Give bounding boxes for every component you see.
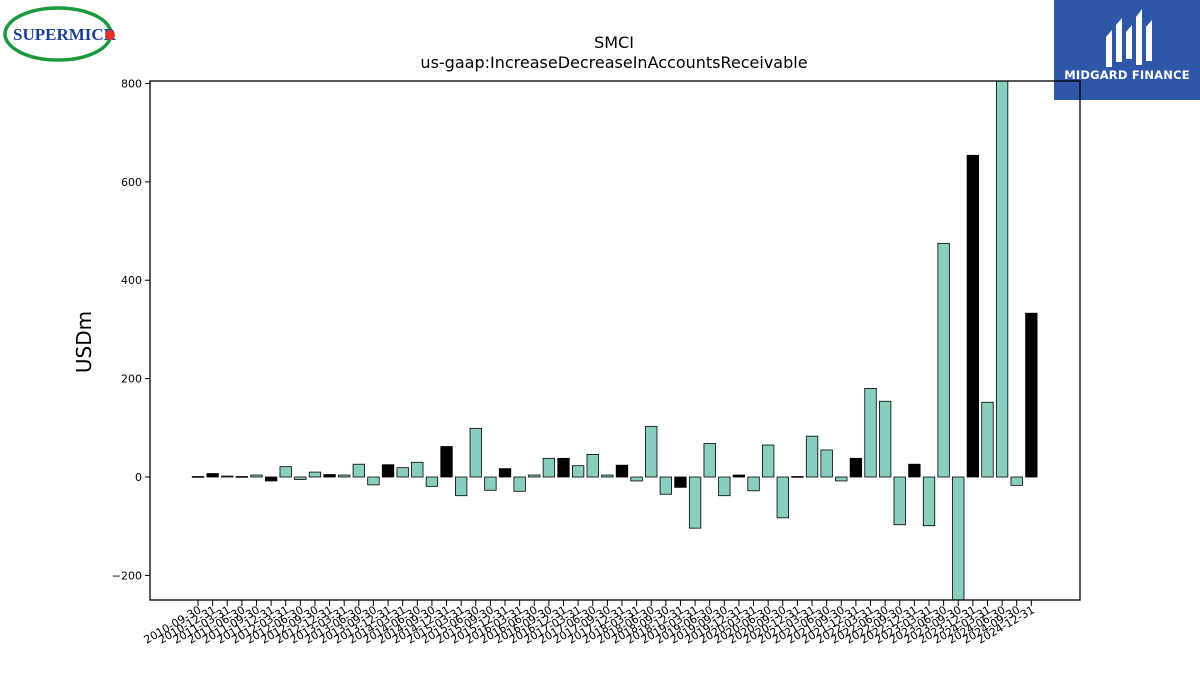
bar-2013-09-30 (367, 476, 380, 486)
chart-title: SMCI (594, 33, 634, 52)
y-tick-label: −200 (112, 569, 142, 582)
bar-2016-03-31 (513, 476, 526, 492)
supermicro-logo-dot (105, 30, 115, 40)
bar-2011-12-31 (264, 476, 278, 482)
bar-2024-12-31 (1025, 312, 1038, 478)
bar-2024-09-30 (1010, 476, 1023, 486)
bar-2013-03-31 (338, 474, 351, 478)
y-tick-label: 200 (121, 373, 142, 386)
bar-2019-09-30 (718, 476, 731, 497)
bar-2012-12-31 (323, 474, 336, 478)
bar-2020-09-30 (776, 476, 789, 519)
bar-2020-03-31 (747, 476, 760, 492)
bar-2019-03-31 (688, 476, 702, 529)
bar-2020-06-30 (762, 444, 775, 478)
chart-subtitle: us-gaap:IncreaseDecreaseInAccountsReceiv… (420, 53, 807, 72)
bar-2017-12-31 (615, 464, 629, 478)
bar-2021-12-31 (849, 457, 863, 478)
bar-2016-06-30 (528, 474, 541, 478)
midgard-logo-text: MIDGARD FINANCE (1064, 68, 1190, 82)
bar-2015-03-31 (455, 476, 468, 497)
bar-2010-09-30 (191, 476, 205, 478)
midgard-logo-mark (1106, 9, 1152, 67)
plot-frame (149, 80, 1081, 601)
supermicro-logo-text: SUPERMICR (13, 25, 117, 44)
bar-2010-12-31 (206, 473, 219, 478)
bar-2015-12-31 (498, 468, 512, 478)
bar-2012-06-30 (294, 476, 307, 480)
bar-2014-06-30 (411, 461, 424, 478)
bar-2022-12-31 (908, 463, 921, 478)
supermicro-logo: SUPERMICR (2, 2, 120, 64)
bar-2015-09-30 (484, 476, 497, 491)
y-tick-label: 0 (135, 471, 142, 484)
bar-2023-09-30 (952, 476, 965, 601)
bar-2021-06-30 (820, 449, 833, 478)
bar-2023-12-31 (966, 154, 980, 478)
bar-2011-03-31 (221, 475, 234, 478)
bar-2011-09-30 (250, 474, 263, 478)
bar-2022-09-30 (893, 476, 906, 526)
bar-2014-03-31 (396, 467, 409, 478)
bar-2012-09-30 (308, 471, 322, 478)
bar-2018-03-31 (630, 476, 643, 482)
bar-2014-09-30 (425, 476, 439, 487)
bar-2016-09-30 (542, 457, 556, 478)
y-tick-label: 800 (121, 77, 142, 90)
bar-2012-03-31 (279, 466, 292, 478)
y-tick-label: 600 (121, 176, 142, 189)
bars-group (191, 80, 1038, 601)
bar-2018-06-30 (645, 425, 658, 478)
midgard-finance-logo: MIDGARD FINANCE (1054, 0, 1200, 100)
x-axis: 2010-09-302010-12-312011-03-312011-06-30… (142, 600, 1037, 647)
y-axis: −200 0 200 400 600 800 (112, 77, 150, 582)
bar-2015-06-30 (469, 427, 482, 478)
y-tick-label: 400 (121, 274, 142, 287)
bar-2020-12-31 (791, 476, 804, 478)
bar-2017-06-30 (586, 453, 599, 478)
bar-2017-03-31 (571, 465, 585, 478)
bar-2022-03-31 (864, 388, 877, 478)
bar-2022-06-30 (878, 400, 892, 478)
bar-2023-03-31 (922, 476, 936, 527)
bar-2024-06-30 (995, 80, 1009, 478)
bar-2013-12-31 (381, 464, 395, 478)
bar-2019-06-30 (703, 443, 716, 478)
bar-2014-12-31 (440, 446, 453, 478)
bar-2013-06-30 (352, 463, 365, 478)
bar-2011-06-30 (235, 476, 249, 478)
bar-2018-12-31 (674, 476, 687, 488)
bar-2023-06-30 (937, 242, 950, 478)
bar-2018-09-30 (659, 476, 672, 495)
bar-2019-12-31 (732, 474, 746, 478)
bar-2021-03-31 (805, 435, 819, 478)
bar-2016-12-31 (557, 457, 570, 478)
bar-2021-09-30 (835, 476, 848, 482)
bar-2024-03-31 (981, 401, 994, 478)
bar-2017-09-30 (601, 474, 614, 478)
y-axis-label: USDm (72, 311, 96, 373)
